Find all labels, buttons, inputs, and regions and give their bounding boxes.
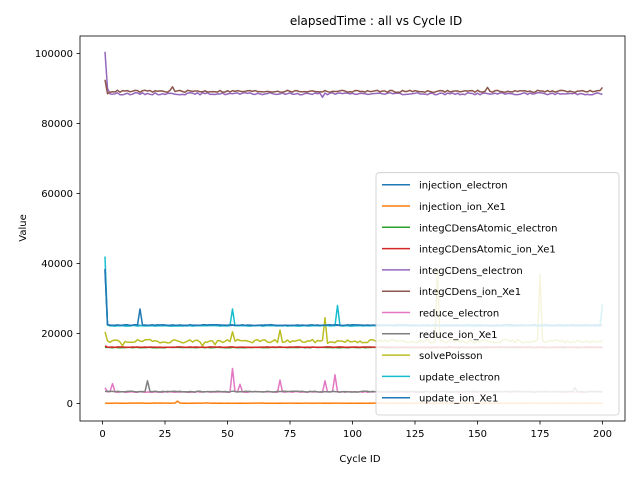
x-tick-label: 25 bbox=[159, 429, 172, 440]
y-tick-label: 0 bbox=[67, 399, 73, 410]
legend-label: update_electron bbox=[419, 372, 500, 383]
x-tick-label: 175 bbox=[530, 429, 549, 440]
legend-label: solvePoisson bbox=[419, 351, 483, 362]
legend-label: integCDensAtomic_electron bbox=[419, 223, 558, 234]
x-tick-label: 200 bbox=[593, 429, 612, 440]
legend-label: integCDens_ion_Xe1 bbox=[419, 287, 521, 298]
legend-label: reduce_ion_Xe1 bbox=[419, 330, 498, 341]
chart-title: elapsedTime : all vs Cycle ID bbox=[290, 14, 462, 28]
x-tick-label: 100 bbox=[343, 429, 362, 440]
legend-label: integCDensAtomic_ion_Xe1 bbox=[419, 245, 556, 256]
x-tick-label: 50 bbox=[221, 429, 234, 440]
y-axis-title: Value bbox=[18, 214, 29, 241]
x-tick-label: 75 bbox=[284, 429, 297, 440]
x-tick-label: 0 bbox=[99, 429, 105, 440]
y-tick-label: 60000 bbox=[41, 189, 73, 200]
legend-label: reduce_electron bbox=[419, 309, 499, 320]
x-tick-label: 125 bbox=[405, 429, 424, 440]
legend-label: injection_ion_Xe1 bbox=[419, 202, 506, 213]
legend-label: update_ion_Xe1 bbox=[419, 394, 498, 405]
legend-label: injection_electron bbox=[419, 181, 508, 192]
y-tick-label: 40000 bbox=[41, 259, 73, 270]
legend: injection_electron injection_ion_Xe1integ… bbox=[376, 173, 619, 415]
y-tick-label: 100000 bbox=[35, 49, 73, 60]
x-tick-label: 150 bbox=[468, 429, 487, 440]
y-tick-label: 20000 bbox=[41, 329, 73, 340]
legend-label: integCDens_electron bbox=[419, 266, 523, 277]
x-axis-title: Cycle ID bbox=[339, 454, 380, 465]
y-tick-label: 80000 bbox=[41, 119, 73, 130]
